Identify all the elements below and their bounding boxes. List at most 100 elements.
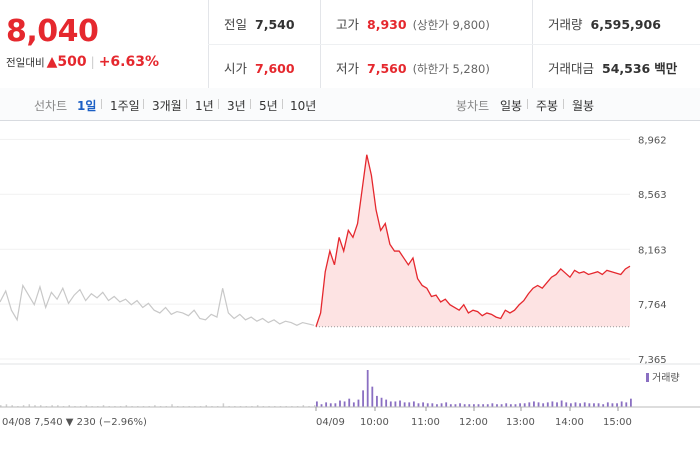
volume-bar [357,399,360,407]
y-tick-label: 8,563 [638,190,667,201]
volume-bar [597,403,600,407]
volume-bar [454,404,457,407]
quote-summary: 8,040 전일대비 ▲500 | +6.63% 전일 7,540 시가 7,600 고가… [0,0,700,89]
tab-candle-monthly[interactable]: 월봉 [572,99,595,113]
volume-bar [394,401,397,407]
volume-bar [533,401,535,407]
volume-bar [222,403,225,407]
volume-bar [125,405,128,407]
volume-bar [528,402,531,407]
upper-limit: (상한가 9,800) [412,18,490,32]
open-price: 시가 7,600 [224,58,295,77]
volume-bar [440,403,443,407]
divider [101,99,102,109]
volume-bar [560,400,563,407]
tab-candle-weekly[interactable]: 주봉 [536,99,559,113]
volume-bar [514,404,517,407]
volume-bar [445,402,448,407]
tab-range-1y[interactable]: 1년 [195,99,214,113]
volume-bar [399,400,401,407]
tab-range-10y[interactable]: 10년 [290,99,317,113]
volume-bar [431,403,434,407]
volume-bar [376,395,378,407]
volume-bar [5,404,8,407]
trade-value-label: 거래대금 [548,61,595,76]
x-tick-label: 13:00 [506,417,535,428]
price-box: 8,040 전일대비 ▲500 | +6.63% [0,0,209,88]
volume-bar [256,405,259,407]
volume-bar [325,402,328,407]
tab-range-5y[interactable]: 5년 [259,99,278,113]
volume-bar [28,404,31,407]
tab-range-3y[interactable]: 3년 [227,99,246,113]
volume-bar [57,405,59,407]
volume: 거래량 6,595,906 [548,14,661,33]
volume-bar [537,402,540,407]
low-value: 7,560 [367,61,407,76]
volume-bar [519,403,521,407]
divider: | [90,55,95,69]
volume-bar [412,401,415,407]
volume-bar [477,404,480,407]
volume-bar [51,405,53,407]
volume-bar [385,399,388,407]
change-percent: +6.63% [98,54,160,70]
volume-bar [380,397,383,407]
tab-candle-daily[interactable]: 일봉 [500,99,523,113]
volume-bar [606,402,609,407]
volume-bar [473,404,475,407]
volume-legend-swatch [646,373,649,382]
volume-bar [583,402,586,407]
volume-bar [459,403,461,407]
candle-chart-label: 봉차트 [456,99,490,113]
volume-bar [408,402,411,407]
current-price: 8,040 [6,14,99,49]
y-tick-label: 8,962 [638,135,667,146]
chart-tabs: 선차트 1일 1주일 3개월 1년 3년 5년 10년 봉차트 일봉 주봉 월봉 [0,88,700,121]
volume-bar [68,405,71,407]
volume-bar [593,403,595,407]
today-price-area [316,154,630,327]
open-label: 시가 [224,61,248,76]
tab-range-3m[interactable]: 3개월 [152,99,182,113]
volume-bar [343,401,346,407]
volume-bar [334,403,337,407]
high-label: 고가 [336,17,360,32]
tab-range-1w[interactable]: 1주일 [110,99,140,113]
volume-bar [436,404,438,407]
high-value: 8,930 [367,17,407,32]
prev-day-date-label: 04/08 [2,417,31,428]
divider [250,99,251,109]
today-price-line [315,154,631,327]
divider [143,99,144,109]
trade-value-unit: 백만 [654,61,678,76]
volume-bar [542,403,545,407]
volume-bar [389,401,392,407]
divider [186,99,187,109]
volume-bar [417,403,420,407]
x-tick-label: 12:00 [459,417,488,428]
change-amount: 500 [57,54,87,70]
volume-legend-label: 거래량 [652,372,680,384]
volume-bar [588,403,591,407]
volume-bar [630,398,632,407]
volume-bar [302,405,305,407]
volume-bar [339,400,341,407]
volume-value: 6,595,906 [590,17,661,32]
volume-bar [362,390,364,407]
volume-bar [509,404,512,407]
tab-range-1d[interactable]: 1일 [77,99,97,113]
divider [282,99,283,109]
volume-bar [85,405,88,407]
volume-bar [11,405,13,407]
volume-bar [205,405,208,407]
volume-label: 거래량 [548,17,583,32]
volume-bar [366,370,369,407]
volume-bar [171,404,173,407]
volume-bar [422,402,425,407]
volume-bar [34,405,36,407]
volume-bar [463,404,466,407]
change-row: 전일대비 ▲500 | +6.63% [6,54,159,70]
volume-bar [486,404,489,407]
volume-bar [22,405,25,407]
